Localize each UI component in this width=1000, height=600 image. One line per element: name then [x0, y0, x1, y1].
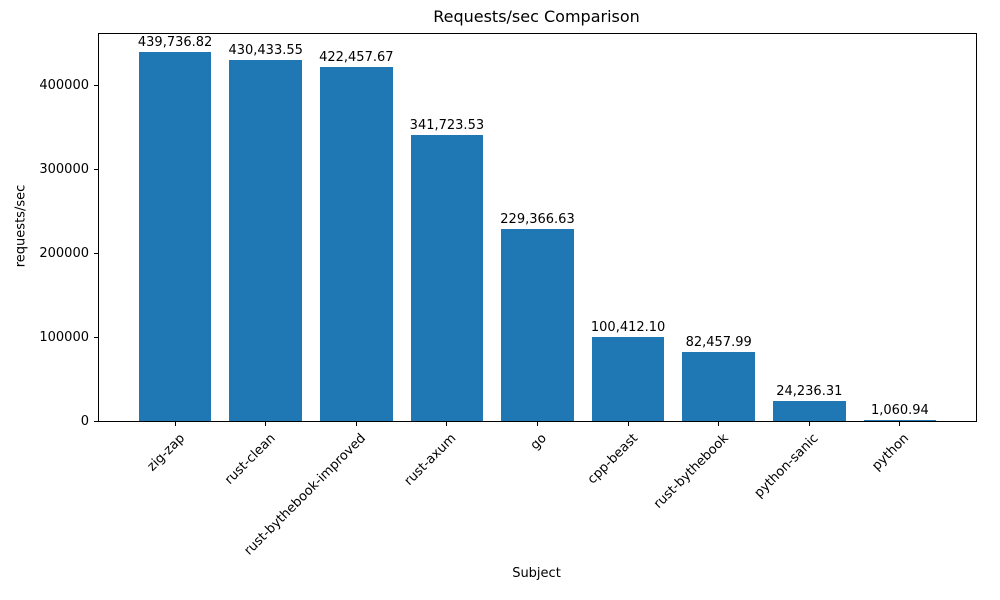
x-tick-mark — [718, 422, 720, 426]
bar-value-label: 341,723.53 — [409, 117, 485, 133]
bar-value-label: 100,412.10 — [590, 319, 666, 335]
bar-value-label: 439,736.82 — [137, 35, 213, 51]
bar-cpp-beast — [591, 336, 665, 421]
x-tick-mark — [265, 422, 267, 426]
x-tick-mark — [627, 422, 629, 426]
x-tick-mark — [537, 422, 538, 426]
x-tick-label-python-sanic: python-sanic — [751, 431, 822, 501]
x-tick-label-rust-axum: rust-axum — [401, 431, 460, 489]
y-tick-mark — [94, 336, 98, 338]
bar-python-sanic — [773, 400, 846, 421]
x-tick-mark — [355, 422, 357, 426]
y-tick-mark — [94, 85, 98, 87]
bar-rust-clean — [229, 60, 302, 421]
bar-value-label: 1,060.94 — [870, 403, 929, 418]
x-tick-mark — [808, 422, 810, 426]
x-tick-label-python: python — [869, 431, 913, 474]
bar-value-label: 24,236.31 — [776, 383, 843, 399]
bar-go — [501, 228, 574, 421]
bar-value-label: 422,457.67 — [319, 49, 394, 65]
x-tick-mark — [446, 422, 448, 426]
y-tick-label: 200000 — [39, 245, 89, 261]
x-axis-label: Subject — [512, 566, 561, 581]
bar-value-label: 229,366.63 — [500, 211, 575, 227]
x-tick-label-cpp-beast: cpp-beast — [584, 431, 641, 488]
x-tick-label-rust-clean: rust-clean — [221, 431, 279, 488]
bar-zig-zap — [138, 52, 212, 421]
y-tick-label: 300000 — [39, 162, 89, 178]
bar-value-label: 82,457.99 — [685, 334, 752, 350]
y-tick-label: 0 — [80, 413, 89, 429]
bar-rust-bythebook-improved — [320, 66, 393, 421]
x-tick-label-rust-bythebook: rust-bythebook — [650, 431, 732, 512]
y-tick-mark — [94, 169, 98, 171]
y-tick-mark — [94, 252, 98, 254]
bar-rust-bythebook — [682, 351, 755, 421]
x-tick-mark — [174, 422, 176, 426]
bar-python — [863, 420, 937, 421]
x-tick-label-go: go — [528, 431, 551, 454]
bar-rust-axum — [410, 134, 484, 421]
chart-title: Requests/sec Comparison — [433, 7, 640, 26]
x-tick-mark — [899, 422, 901, 426]
plot-area: 0 100000 200000 300000 400000 439,736.82 zig-z… — [39, 33, 977, 558]
bar-value-label: 430,433.55 — [228, 43, 303, 59]
y-tick-label: 100000 — [39, 329, 89, 345]
y-tick-label: 400000 — [39, 78, 89, 94]
y-tick-mark — [94, 420, 98, 422]
x-tick-label-zig-zap: zig-zap — [144, 431, 188, 475]
